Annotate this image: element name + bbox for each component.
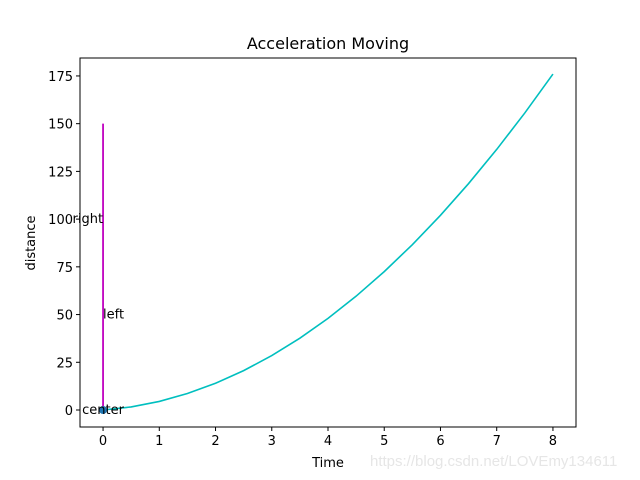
y-tick-label: 175 <box>48 70 73 85</box>
annotation-center: center <box>82 403 124 418</box>
y-axis-label: distance <box>24 215 39 270</box>
y-tick-label: 125 <box>48 165 73 180</box>
scatter-point <box>99 406 108 415</box>
watermark: https://blog.csdn.net/LOVEmy134611 <box>370 453 618 470</box>
x-tick-label: 3 <box>268 434 276 449</box>
y-tick-label: 25 <box>56 356 73 371</box>
y-tick-label: 100 <box>48 213 73 228</box>
x-tick-label: 1 <box>155 434 163 449</box>
series-line <box>102 73 554 411</box>
annotation-left: left <box>103 308 124 323</box>
y-tick-label: 0 <box>65 404 73 419</box>
axes-frame <box>79 57 577 428</box>
x-tick-label: 4 <box>324 434 332 449</box>
chart-title: Acceleration Moving <box>247 34 409 53</box>
x-tick-label: 8 <box>549 434 557 449</box>
x-tick-label: 6 <box>436 434 444 449</box>
x-tick-label: 2 <box>211 434 219 449</box>
y-tick-label: 50 <box>56 309 73 324</box>
x-tick-label: 5 <box>380 434 388 449</box>
y-tick-label: 75 <box>56 261 73 276</box>
x-tick-label: 0 <box>99 434 107 449</box>
x-tick-label: 7 <box>493 434 501 449</box>
y-tick-label: 150 <box>48 118 73 133</box>
x-axis-label: Time <box>311 456 344 471</box>
